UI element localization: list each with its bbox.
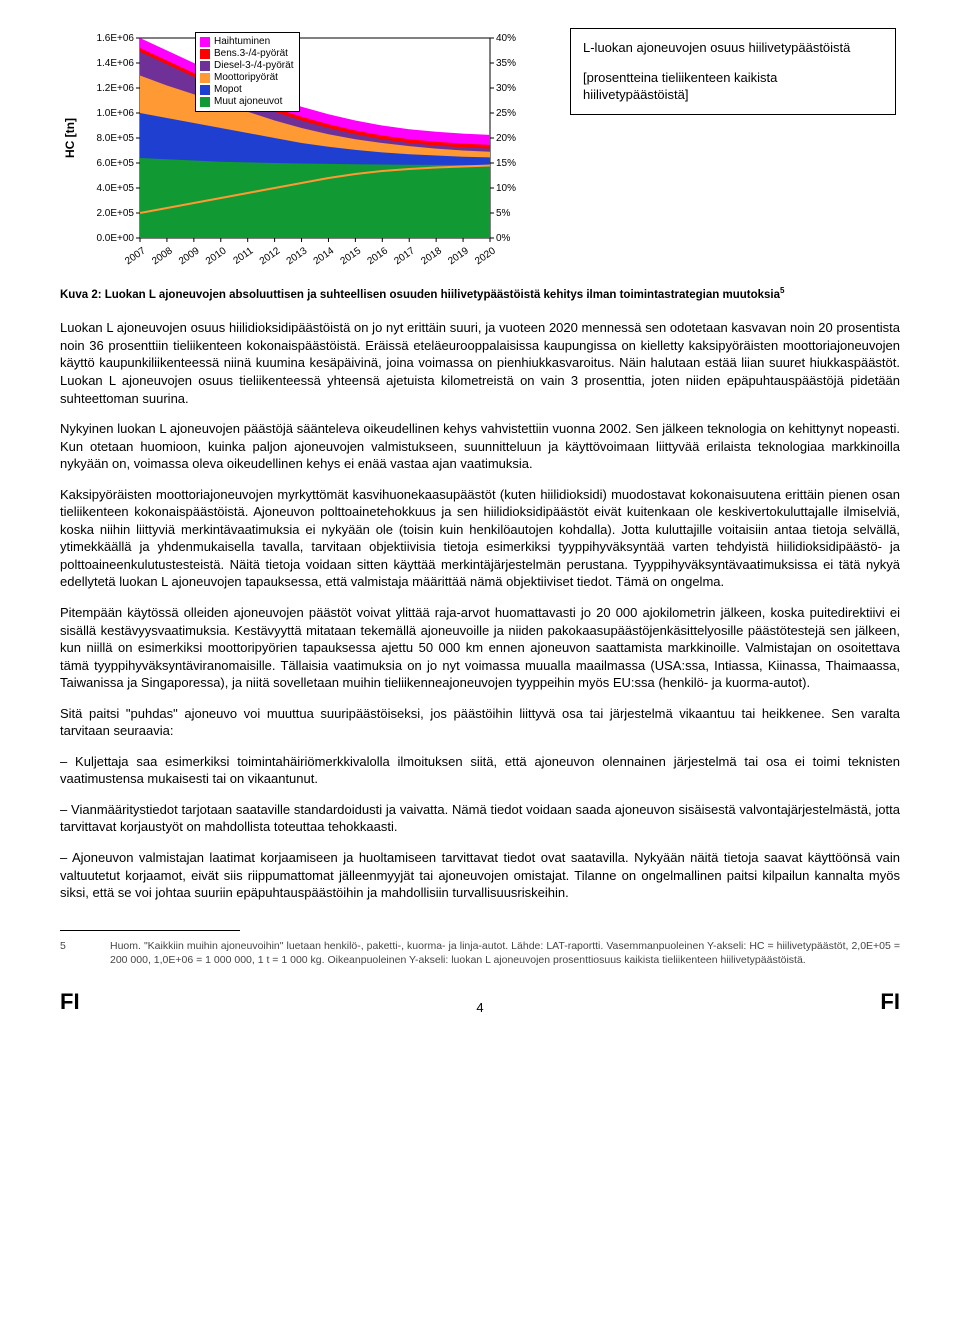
footnote: 5 Huom. "Kaikkiin muihin ajoneuvoihin" l… — [60, 939, 900, 967]
svg-text:30%: 30% — [496, 83, 516, 94]
svg-text:1.6E+06: 1.6E+06 — [96, 33, 134, 44]
para-3: Kaksipyöräisten moottoriajoneuvojen myrk… — [60, 486, 900, 591]
svg-text:2015: 2015 — [339, 245, 364, 267]
legend-swatch — [200, 61, 210, 71]
legend-item: Mopot — [200, 84, 293, 96]
legend-swatch — [200, 97, 210, 107]
svg-text:2008: 2008 — [150, 245, 175, 267]
legend-swatch — [200, 85, 210, 95]
legend-label: Moottoripyörät — [214, 72, 278, 84]
svg-text:1.2E+06: 1.2E+06 — [96, 83, 134, 94]
svg-text:2014: 2014 — [312, 245, 337, 267]
footnote-number: 5 — [60, 939, 110, 967]
svg-text:6.0E+05: 6.0E+05 — [96, 158, 134, 169]
legend-item: Moottoripyörät — [200, 72, 293, 84]
sidebox-line1: L-luokan ajoneuvojen osuus hiilivetypääs… — [583, 39, 883, 57]
svg-text:2.0E+05: 2.0E+05 — [96, 208, 134, 219]
list-item-2: – Vianmääritystiedot tarjotaan saatavill… — [60, 801, 900, 836]
svg-text:20%: 20% — [496, 133, 516, 144]
legend-swatch — [200, 73, 210, 83]
svg-text:HC [tn]: HC [tn] — [63, 118, 77, 158]
legend-label: Diesel-3-/4-pyörät — [214, 60, 293, 72]
svg-text:40%: 40% — [496, 33, 516, 44]
para-2: Nykyinen luokan L ajoneuvojen päästöjä s… — [60, 420, 900, 473]
svg-text:2010: 2010 — [204, 245, 229, 267]
body-text: Luokan L ajoneuvojen osuus hiilidioksidi… — [60, 319, 900, 901]
svg-text:2017: 2017 — [392, 245, 417, 267]
svg-text:4.0E+05: 4.0E+05 — [96, 183, 134, 194]
svg-text:2013: 2013 — [285, 245, 310, 267]
figure-row: 0.0E+00 2.0E+05 4.0E+05 6.0E+05 8.0E+05 1.0E+… — [60, 28, 900, 268]
para-4: Pitempään käytössä olleiden ajoneuvojen … — [60, 604, 900, 692]
page-footer: FI 4 FI — [0, 987, 960, 1025]
footnote-separator — [60, 930, 240, 931]
legend-label: Muut ajoneuvot — [214, 96, 282, 108]
svg-text:25%: 25% — [496, 108, 516, 119]
para-5: Sitä paitsi "puhdas" ajoneuvo voi muuttu… — [60, 705, 900, 740]
svg-text:2016: 2016 — [365, 245, 390, 267]
svg-text:5%: 5% — [496, 208, 511, 219]
footer-right: FI — [880, 987, 900, 1017]
footer-left: FI — [60, 987, 80, 1017]
list-item-1: – Kuljettaja saa esimerkiksi toimintahäi… — [60, 753, 900, 788]
svg-text:15%: 15% — [496, 158, 516, 169]
legend-item: Haihtuminen — [200, 36, 293, 48]
svg-text:2007: 2007 — [123, 245, 148, 267]
svg-text:2020: 2020 — [473, 245, 498, 267]
para-1: Luokan L ajoneuvojen osuus hiilidioksidi… — [60, 319, 900, 407]
legend-label: Haihtuminen — [214, 36, 270, 48]
legend-label: Mopot — [214, 84, 242, 96]
svg-text:2012: 2012 — [258, 245, 283, 267]
svg-text:2009: 2009 — [177, 245, 202, 267]
svg-text:2018: 2018 — [419, 245, 444, 267]
hc-chart: 0.0E+00 2.0E+05 4.0E+05 6.0E+05 8.0E+05 1.0E+… — [60, 28, 540, 268]
list-item-3: – Ajoneuvon valmistajan laatimat korjaam… — [60, 849, 900, 902]
svg-text:10%: 10% — [496, 183, 516, 194]
chart-legend: HaihtuminenBens.3-/4-pyörätDiesel-3-/4-p… — [195, 32, 300, 112]
legend-label: Bens.3-/4-pyörät — [214, 48, 288, 60]
side-description-box: L-luokan ajoneuvojen osuus hiilivetypääs… — [570, 28, 896, 115]
legend-item: Muut ajoneuvot — [200, 96, 293, 108]
legend-item: Bens.3-/4-pyörät — [200, 48, 293, 60]
svg-text:2011: 2011 — [231, 245, 255, 267]
svg-text:2019: 2019 — [446, 245, 471, 267]
svg-text:0.0E+00: 0.0E+00 — [96, 233, 134, 244]
svg-text:35%: 35% — [496, 58, 516, 69]
svg-text:8.0E+05: 8.0E+05 — [96, 133, 134, 144]
legend-swatch — [200, 49, 210, 59]
legend-item: Diesel-3-/4-pyörät — [200, 60, 293, 72]
svg-text:1.0E+06: 1.0E+06 — [96, 108, 134, 119]
svg-text:1.4E+06: 1.4E+06 — [96, 58, 134, 69]
legend-swatch — [200, 37, 210, 47]
footnote-text: Huom. "Kaikkiin muihin ajoneuvoihin" lue… — [110, 939, 900, 967]
sidebox-line2: [prosentteina tieliikenteen kaikista hii… — [583, 69, 883, 104]
figure-caption: Kuva 2: Luokan L ajoneuvojen absoluuttis… — [60, 286, 900, 303]
svg-text:0%: 0% — [496, 233, 511, 244]
footer-page-number: 4 — [476, 999, 483, 1017]
